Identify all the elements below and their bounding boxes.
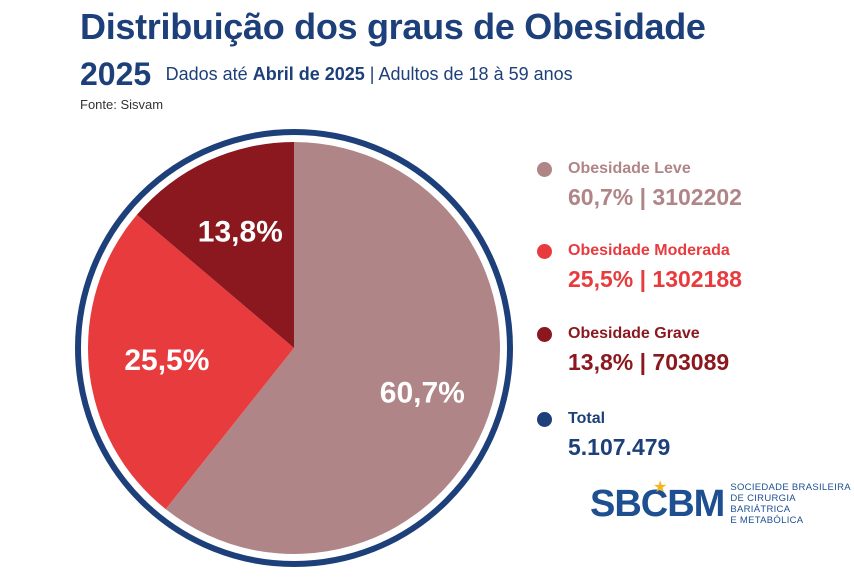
legend-name-moderada: Obesidade Moderada bbox=[568, 242, 730, 259]
logo-wordmark: SOCIEDADE BRASILEIRA DE CIRURGIA BARIÁTR… bbox=[730, 482, 854, 526]
legend-dot-total bbox=[537, 411, 552, 427]
pie-slice-leve bbox=[165, 142, 500, 554]
subtitle: Dados até Abril de 2025 | Adultos de 18 … bbox=[166, 64, 573, 84]
legend-item-grave: Obesidade Grave 13,8% | 703089 bbox=[537, 325, 729, 376]
legend-item-total: Total 5.107.479 bbox=[537, 410, 670, 461]
legend-name-total: Total bbox=[568, 410, 606, 427]
logo-line-1: SOCIEDADE BRASILEIRA bbox=[730, 482, 851, 493]
legend-dot-moderada bbox=[537, 243, 552, 259]
legend-dot-leve bbox=[537, 161, 552, 177]
subtitle-date: Abril de 2025 bbox=[252, 64, 365, 84]
sbcbm-logo: SBCBM ★ SOCIEDADE BRASILEIRA DE CIRURGIA… bbox=[590, 479, 854, 527]
subtitle-row: 2025 Dados até Abril de 2025 | Adultos d… bbox=[80, 56, 573, 93]
chart-title: Distribuição dos graus de Obesidade bbox=[80, 6, 706, 47]
legend-name-leve: Obesidade Leve bbox=[568, 160, 691, 177]
subtitle-suffix: | Adultos de 18 à 59 anos bbox=[369, 64, 573, 84]
logo-mark-text: SBCBM bbox=[590, 482, 725, 525]
logo-line-2: DE CIRURGIA BARIÁTRICA bbox=[730, 493, 796, 515]
pie-outer-ring bbox=[75, 129, 513, 567]
slice-label-grave: 13,8% bbox=[198, 216, 283, 249]
star-icon: ★ bbox=[653, 478, 667, 496]
year-label: 2025 bbox=[80, 56, 152, 92]
legend-item-moderada: Obesidade Moderada 25,5% | 1302188 bbox=[537, 242, 742, 293]
pie-slice-moderada bbox=[88, 214, 294, 510]
logo-line-3: E METABÓLICA bbox=[730, 515, 804, 526]
legend-dot-grave bbox=[537, 326, 552, 342]
legend-name-grave: Obesidade Grave bbox=[568, 325, 700, 342]
legend-value-moderada: 25,5% | 1302188 bbox=[568, 266, 742, 292]
logo-mark: SBCBM ★ bbox=[590, 479, 725, 526]
legend-value-leve: 60,7% | 3102202 bbox=[568, 184, 742, 210]
legend-item-leve: Obesidade Leve 60,7% | 3102202 bbox=[537, 160, 742, 211]
source-note: Fonte: Sisvam bbox=[80, 97, 164, 112]
slice-label-moderada: 25,5% bbox=[124, 344, 209, 377]
legend-value-total: 5.107.479 bbox=[568, 434, 671, 460]
legend-value-grave: 13,8% | 703089 bbox=[568, 349, 730, 375]
subtitle-prefix: Dados até bbox=[165, 64, 248, 84]
pie-slice-grave bbox=[136, 142, 294, 348]
slice-label-leve: 60,7% bbox=[380, 376, 465, 409]
